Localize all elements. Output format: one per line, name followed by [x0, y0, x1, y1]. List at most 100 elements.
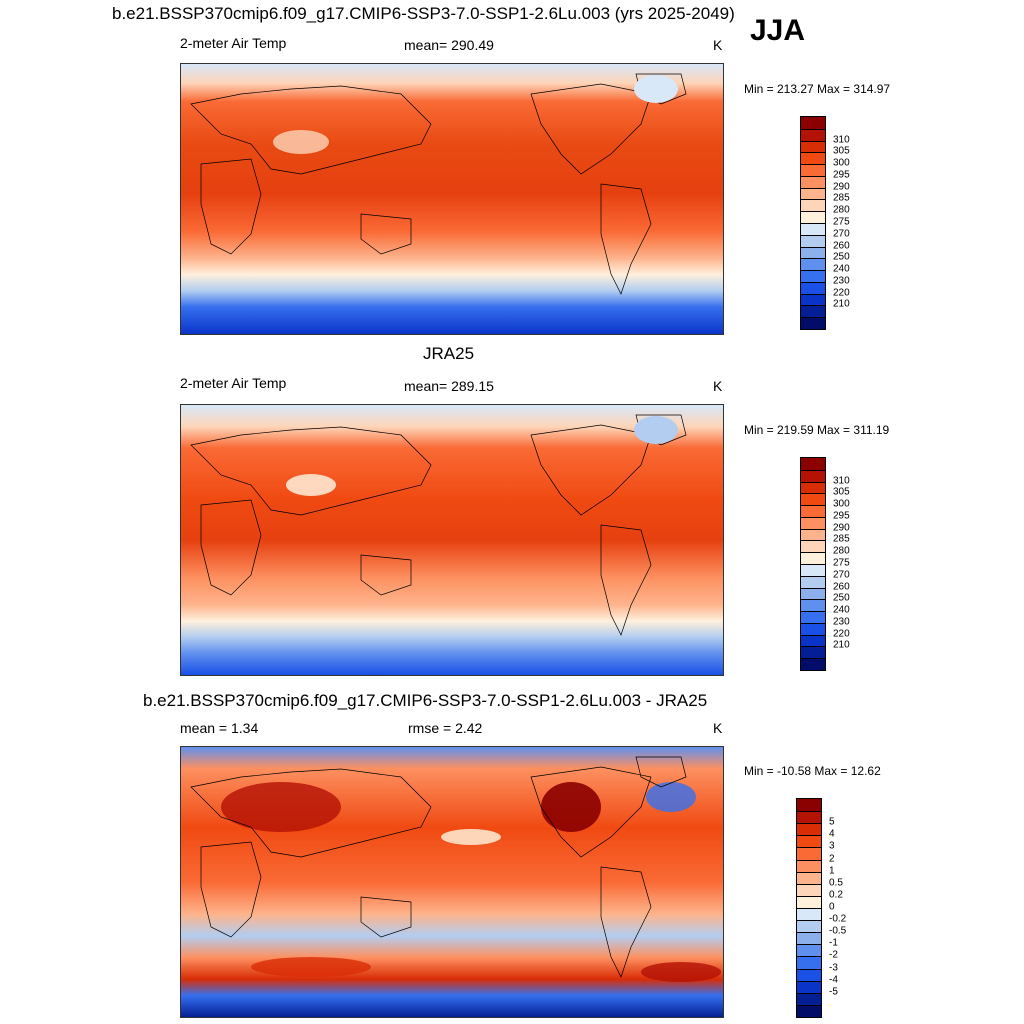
colorbar-swatch — [801, 634, 825, 647]
colorbar-swatch — [797, 1004, 821, 1017]
colorbar-tick-label: 305 — [833, 145, 850, 157]
panel1-variable-label: 2-meter Air Temp — [180, 35, 287, 51]
colorbar-swatch — [801, 199, 825, 212]
colorbar-swatch — [801, 223, 825, 235]
colorbar-tick-label: 240 — [833, 263, 850, 275]
colorbar-swatch — [801, 552, 825, 564]
colorbar-swatch — [801, 481, 825, 494]
panel1-map — [180, 63, 724, 335]
colorbar-swatch — [801, 458, 825, 470]
colorbar-tick-label: -5 — [829, 986, 838, 998]
panel1-units-label: K — [713, 37, 723, 53]
colorbar-swatch — [797, 992, 821, 1005]
panel1-colorbar — [800, 116, 826, 330]
colorbar-swatch — [797, 980, 821, 993]
colorbar-tick-label: 270 — [833, 569, 850, 581]
colorbar-swatch — [801, 575, 825, 588]
colorbar-tick-label: 1 — [829, 865, 835, 877]
colorbar-swatch — [801, 152, 825, 165]
panel2-mean-label: mean= 289.15 — [404, 378, 494, 394]
colorbar-tick-label: 230 — [833, 275, 850, 287]
colorbar-tick-label: 3 — [829, 840, 835, 852]
colorbar-swatch — [801, 258, 825, 271]
colorbar-swatch — [801, 611, 825, 623]
colorbar-tick-label: 210 — [833, 639, 850, 651]
colorbar-tick-label: 280 — [833, 204, 850, 216]
colorbar-tick-label: 250 — [833, 251, 850, 263]
colorbar-swatch — [797, 908, 821, 921]
colorbar-tick-label: 305 — [833, 486, 850, 498]
colorbar-swatch — [797, 859, 821, 872]
colorbar-swatch — [797, 932, 821, 945]
colorbar-tick-label: 240 — [833, 604, 850, 616]
colorbar-swatch — [801, 305, 825, 318]
colorbar-tick-label: 0.2 — [829, 889, 843, 901]
panel1-colorbar-labels: 310 305 300 295 290 285 280 275 270 260 250 240 230 2… — [800, 116, 860, 328]
colorbar-swatch — [797, 871, 821, 884]
panel2-units-label: K — [713, 378, 723, 394]
colorbar-tick-label: -0.2 — [829, 913, 847, 925]
colorbar-swatch — [801, 164, 825, 176]
colorbar-tick-label: 275 — [833, 216, 850, 228]
colorbar-swatch — [801, 281, 825, 294]
colorbar-swatch — [801, 234, 825, 247]
panel3-colorbar-labels: 5 4 3 2 1 0.5 0.2 0 -0.2 -0.5 -1 -2 -3 -4 -5 — [796, 798, 856, 1016]
colorbar-tick-label: 285 — [833, 533, 850, 545]
colorbar-swatch — [797, 944, 821, 957]
colorbar-swatch — [797, 823, 821, 836]
colorbar-swatch — [797, 799, 821, 812]
colorbar-tick-label: 230 — [833, 616, 850, 628]
colorbar-swatch — [801, 187, 825, 200]
colorbar-swatch — [801, 540, 825, 553]
colorbar-tick-label: 300 — [833, 157, 850, 169]
colorbar-tick-label: 220 — [833, 628, 850, 640]
colorbar-tick-label: -1 — [829, 937, 838, 949]
colorbar-tick-label: 220 — [833, 287, 850, 299]
colorbar-tick-label: -4 — [829, 974, 838, 986]
colorbar-swatch — [801, 270, 825, 282]
colorbar-tick-label: 300 — [833, 498, 850, 510]
colorbar-swatch — [801, 528, 825, 541]
panel3-colorbar — [796, 798, 822, 1018]
figure-title: b.e21.BSSP370cmip6.f09_g17.CMIP6-SSP3-7.… — [112, 4, 735, 23]
colorbar-swatch — [801, 246, 825, 259]
colorbar-swatch — [797, 847, 821, 860]
colorbar-swatch — [801, 646, 825, 659]
colorbar-tick-label: 260 — [833, 581, 850, 593]
panel3-units-label: K — [713, 720, 723, 736]
colorbar-tick-label: 295 — [833, 510, 850, 522]
colorbar-tick-label: 0.5 — [829, 877, 843, 889]
colorbar-swatch — [797, 811, 821, 824]
colorbar-tick-label: 285 — [833, 192, 850, 204]
colorbar-swatch — [801, 293, 825, 306]
colorbar-swatch — [797, 895, 821, 908]
colorbar-tick-label: 250 — [833, 592, 850, 604]
panel2-colorbar — [800, 457, 826, 671]
colorbar-swatch — [797, 835, 821, 848]
colorbar-tick-label: 290 — [833, 522, 850, 534]
colorbar-tick-label: 260 — [833, 240, 850, 252]
colorbar-tick-label: 290 — [833, 181, 850, 193]
colorbar-swatch — [801, 658, 825, 670]
season-label: JJA — [750, 14, 806, 47]
colorbar-swatch — [801, 211, 825, 223]
panel3-minmax-label: Min = -10.58 Max = 12.62 — [744, 764, 881, 778]
panel2-colorbar-labels: 310 305 300 295 290 285 280 275 270 260 250 240 230 2… — [800, 457, 860, 669]
colorbar-swatch — [801, 128, 825, 141]
colorbar-swatch — [797, 956, 821, 969]
panel1-continents — [190, 73, 687, 295]
panel3-mean-label: mean = 1.34 — [180, 720, 259, 736]
panel1-mean-label: mean= 290.49 — [404, 37, 494, 53]
colorbar-swatch — [801, 587, 825, 600]
colorbar-tick-label: 2 — [829, 853, 835, 865]
panel3-title: b.e21.BSSP370cmip6.f09_g17.CMIP6-SSP3-7.… — [143, 691, 708, 710]
colorbar-swatch — [797, 968, 821, 981]
colorbar-swatch — [801, 140, 825, 153]
panel3-map — [180, 746, 724, 1018]
colorbar-tick-label: 210 — [833, 298, 850, 310]
colorbar-tick-label: 310 — [833, 134, 850, 146]
colorbar-swatch — [801, 564, 825, 576]
colorbar-tick-label: 275 — [833, 557, 850, 569]
panel2-minmax-label: Min = 219.59 Max = 311.19 — [744, 423, 890, 437]
panel2-map — [180, 404, 724, 676]
